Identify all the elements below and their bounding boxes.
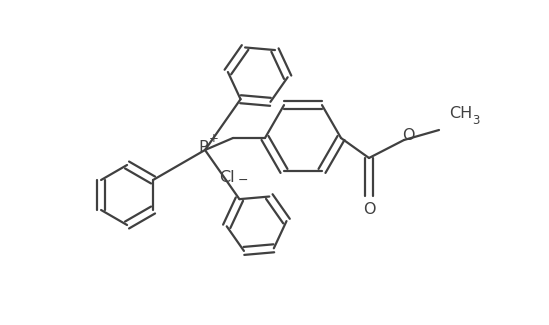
Text: P: P xyxy=(198,140,208,155)
Text: −: − xyxy=(238,174,248,187)
Text: Cl: Cl xyxy=(219,171,235,186)
Text: O: O xyxy=(363,202,376,216)
Text: O: O xyxy=(402,128,414,144)
Text: +: + xyxy=(209,133,219,146)
Text: 3: 3 xyxy=(472,113,479,126)
Text: CH: CH xyxy=(449,107,472,122)
